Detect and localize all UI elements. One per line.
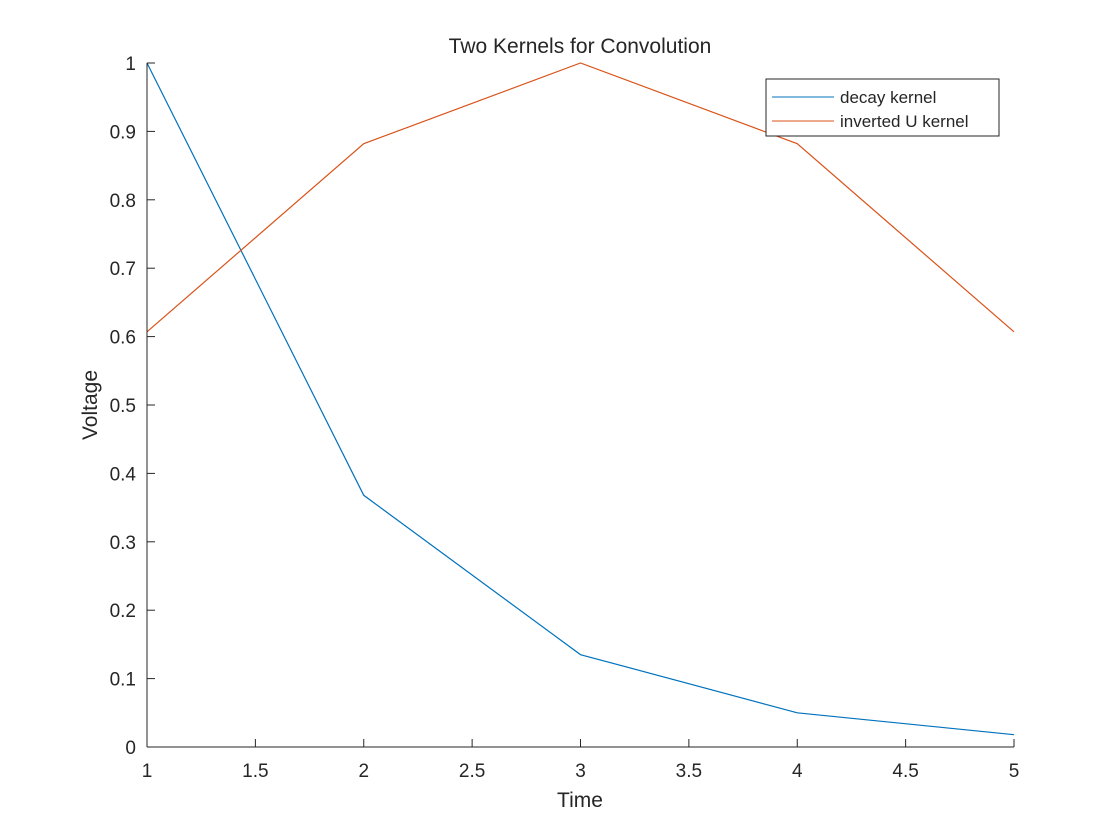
- y-axis-title: Voltage: [79, 370, 102, 440]
- legend-label-inverted-u-kernel: inverted U kernel: [840, 112, 969, 131]
- x-tick-label: 3.5: [676, 761, 702, 782]
- y-tick-label: 0.2: [110, 601, 136, 622]
- y-tick-label: 0.7: [110, 259, 136, 280]
- chart-title: Two Kernels for Convolution: [449, 35, 712, 58]
- x-tick-label: 5: [1009, 761, 1020, 782]
- legend-label-decay-kernel: decay kernel: [840, 88, 936, 107]
- x-tick-label: 2.5: [459, 761, 485, 782]
- x-tick-label: 1: [142, 761, 153, 782]
- y-tick-label: 0.3: [110, 533, 136, 554]
- legend-box: [765, 78, 1000, 137]
- y-tick-label: 0.1: [110, 670, 136, 691]
- y-tick-label: 0.8: [110, 191, 136, 212]
- x-tick-label: 4.5: [892, 761, 918, 782]
- x-axis-title: Time: [557, 789, 603, 812]
- x-tick-label: 1.5: [242, 761, 268, 782]
- axes-background: [147, 63, 1014, 747]
- x-tick-label: 4: [792, 761, 803, 782]
- y-tick-label: 0.6: [110, 328, 136, 349]
- y-tick-label: 1: [125, 54, 136, 75]
- x-tick-label: 3: [575, 761, 586, 782]
- x-ticks: 1 1.5 2 2.5 3 3.5 4 4.5 5: [142, 739, 1020, 782]
- y-tick-label: 0.9: [110, 122, 136, 143]
- x-tick-label: 2: [358, 761, 369, 782]
- series-line-inverted-u-kernel: [146, 62, 1015, 333]
- series-line-decay-kernel: [146, 62, 1015, 736]
- legend: decay kernel inverted U kernel: [765, 78, 1000, 137]
- plot-area: [147, 63, 1014, 747]
- y-tick-label: 0: [125, 738, 136, 759]
- y-tick-label: 0.4: [110, 464, 137, 485]
- y-ticks: 0 0.1 0.2 0.3 0.4 0.5 0.6 0.7 0.8 0.9 1: [110, 54, 155, 759]
- series-layer: [146, 62, 1015, 736]
- y-tick-label: 0.5: [110, 396, 136, 417]
